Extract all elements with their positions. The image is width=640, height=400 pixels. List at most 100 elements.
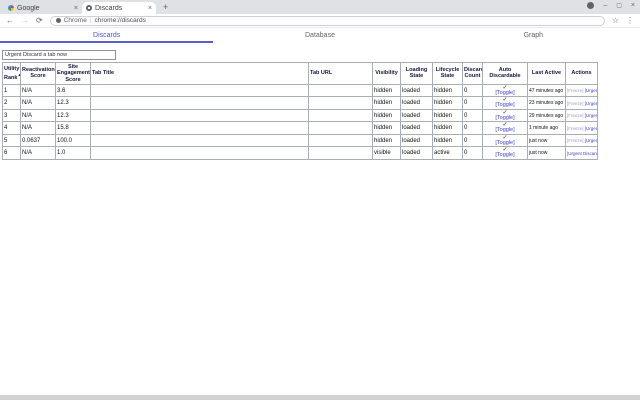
reload-icon[interactable]: ⟳: [36, 15, 43, 25]
toggle-link[interactable]: [Toggle]: [495, 127, 515, 134]
col-site-engagement-score[interactable]: Site Engagement Score: [55, 62, 91, 85]
visibility-cell: hidden: [372, 96, 401, 110]
discards-table: Utility Rank▲ Reactivation Score Site En…: [2, 62, 598, 160]
actions-cell: [Urgent Discard]: [565, 146, 598, 160]
browser-tab-strip: Google × Discards × + – ▢ ×: [0, 0, 640, 14]
browser-tab-discards[interactable]: Discards ×: [82, 2, 156, 14]
chip-separator: |: [89, 17, 92, 24]
table-row: 3 N/A 12.3 hidden loaded hidden 0 ✓ [Tog…: [2, 108, 598, 123]
discard-count-cell: 0: [462, 146, 483, 160]
visibility-cell: hidden: [372, 108, 401, 123]
urgent-discard-link[interactable]: [Urgent Discard]: [584, 100, 597, 106]
reactivation-score-cell: 0.0637: [20, 133, 56, 148]
toggle-link[interactable]: [Toggle]: [495, 139, 515, 146]
sort-ascending-icon: ▲: [17, 72, 19, 77]
forward-icon[interactable]: →: [21, 15, 29, 25]
table-row: 4 N/A 15.8 hidden loaded hidden 0 ✓ [Tog…: [2, 121, 598, 135]
tab-url-cell: [308, 108, 373, 123]
lifecycle-state-cell: hidden: [432, 121, 463, 135]
toggle-link[interactable]: [Toggle]: [495, 114, 515, 121]
col-visibility[interactable]: Visibility: [372, 62, 401, 85]
freeze-link[interactable]: [Freeze]: [567, 125, 584, 131]
urgent-discard-link[interactable]: [Urgent Discard]: [584, 125, 597, 131]
minimize-button[interactable]: –: [603, 2, 608, 9]
checkmark-icon: ✓: [502, 84, 508, 91]
lifecycle-state-cell: hidden: [432, 83, 463, 98]
col-tab-title[interactable]: Tab Title: [90, 62, 309, 85]
last-active-cell: 23 minutes ago: [527, 96, 566, 110]
reactivation-score-cell: N/A: [20, 108, 56, 123]
browser-tab-google[interactable]: Google ×: [4, 2, 82, 14]
tab-database[interactable]: Database: [305, 31, 335, 39]
auto-discardable-cell: ✓ [Toggle]: [482, 146, 528, 160]
close-tab-icon[interactable]: ×: [147, 4, 152, 12]
col-loading-state[interactable]: Loading State: [400, 62, 433, 85]
discard-count-cell: 0: [462, 96, 483, 110]
address-bar[interactable]: Chrome | chrome://discards: [49, 15, 605, 26]
reactivation-score-cell: N/A: [20, 121, 56, 135]
col-lifecycle-state[interactable]: Lifecycle State: [432, 62, 463, 85]
urgent-discard-button[interactable]: Urgent Discard a tab now: [2, 50, 116, 60]
freeze-link[interactable]: [Freeze]: [567, 100, 584, 106]
toggle-link[interactable]: [Toggle]: [495, 152, 515, 159]
col-utility-rank[interactable]: Utility Rank▲: [2, 62, 21, 85]
utility-rank-cell: 1: [2, 83, 21, 98]
visibility-cell: hidden: [372, 121, 401, 135]
discard-count-cell: 0: [462, 133, 483, 148]
maximize-button[interactable]: ▢: [616, 3, 622, 9]
site-info-icon[interactable]: [55, 18, 61, 23]
window-controls: – ▢ ×: [587, 0, 635, 11]
loading-state-cell: loaded: [400, 121, 433, 135]
col-actions[interactable]: Actions: [565, 62, 598, 85]
col-auto-discardable[interactable]: Auto Discardable: [482, 62, 528, 85]
profile-avatar-icon[interactable]: [587, 2, 595, 9]
tab-url-cell: [308, 83, 373, 98]
actions-cell: [Freeze] [Urgent Discard]: [565, 121, 598, 135]
checkmark-icon: ✓: [502, 97, 508, 104]
page-tab-bar: Discards Database Graph: [0, 29, 640, 41]
col-discard-count[interactable]: Discard Count: [462, 62, 483, 85]
visibility-cell: hidden: [372, 83, 401, 98]
utility-rank-cell: 5: [2, 133, 21, 148]
actions-cell: [Freeze] [Urgent Discard]: [565, 83, 598, 98]
col-tab-url[interactable]: Tab URL: [308, 62, 373, 85]
new-tab-button[interactable]: +: [163, 2, 169, 12]
freeze-link[interactable]: [Freeze]: [567, 113, 584, 119]
close-tab-icon[interactable]: ×: [73, 4, 78, 12]
site-engagement-cell: 12.3: [55, 108, 91, 123]
discard-count-cell: 0: [462, 121, 483, 135]
urgent-discard-link[interactable]: [Urgent Discard]: [584, 113, 597, 119]
col-reactivation-score[interactable]: Reactivation Score: [20, 62, 56, 85]
urgent-discard-link[interactable]: [Urgent Discard]: [584, 138, 597, 144]
site-engagement-cell: 15.8: [55, 121, 91, 135]
lifecycle-state-cell: hidden: [432, 96, 463, 110]
utility-rank-cell: 2: [2, 96, 21, 110]
auto-discardable-cell: ✓ [Toggle]: [482, 133, 528, 148]
last-active-cell: 1 minute ago: [527, 121, 566, 135]
lifecycle-state-cell: hidden: [432, 108, 463, 123]
bookmark-star-icon[interactable]: ☆: [611, 16, 619, 25]
tab-discards[interactable]: Discards: [93, 31, 121, 39]
col-last-active[interactable]: Last Active: [527, 62, 566, 85]
last-active-cell: 29 minutes ago: [527, 108, 566, 123]
chrome-menu-icon[interactable]: ⋮: [626, 16, 634, 25]
reactivation-score-cell: N/A: [20, 83, 56, 98]
site-engagement-cell: 1.0: [55, 146, 91, 160]
close-window-button[interactable]: ×: [630, 2, 635, 9]
visibility-cell: hidden: [372, 133, 401, 148]
reactivation-score-cell: N/A: [20, 96, 56, 110]
checkmark-icon: ✓: [502, 109, 508, 116]
actions-cell: [Freeze] [Urgent Discard]: [565, 108, 598, 123]
urgent-discard-link[interactable]: [Urgent Discard]: [567, 150, 598, 156]
loading-state-cell: loaded: [400, 83, 433, 98]
freeze-link[interactable]: [Freeze]: [567, 138, 584, 144]
tab-url-cell: [308, 146, 373, 160]
table-row: 1 N/A 3.6 hidden loaded hidden 0 ✓ [Togg…: [2, 83, 598, 98]
loading-state-cell: loaded: [400, 133, 433, 148]
back-icon[interactable]: ←: [6, 15, 14, 25]
toggle-link[interactable]: [Toggle]: [495, 102, 515, 109]
toggle-link[interactable]: [Toggle]: [495, 89, 515, 96]
urgent-discard-link[interactable]: [Urgent Discard]: [584, 88, 597, 94]
tab-graph[interactable]: Graph: [523, 31, 544, 39]
freeze-link[interactable]: [Freeze]: [567, 88, 584, 94]
